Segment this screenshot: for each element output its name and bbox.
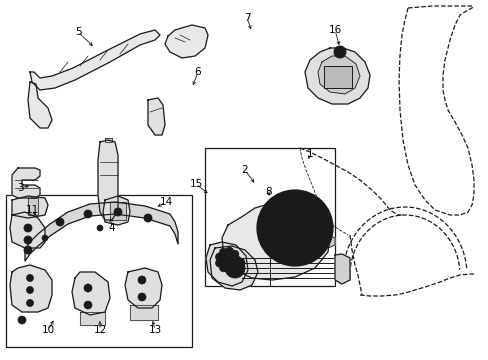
Circle shape	[281, 214, 308, 242]
Polygon shape	[30, 30, 160, 90]
Text: 11: 11	[25, 205, 39, 215]
Polygon shape	[12, 168, 40, 198]
Circle shape	[215, 259, 223, 267]
Circle shape	[230, 250, 239, 258]
Text: 4: 4	[108, 223, 115, 233]
Polygon shape	[222, 202, 329, 280]
Circle shape	[224, 258, 244, 278]
Circle shape	[138, 293, 146, 301]
Text: 12: 12	[93, 325, 106, 335]
Circle shape	[114, 208, 122, 216]
Circle shape	[138, 276, 146, 284]
Circle shape	[26, 274, 34, 282]
Circle shape	[225, 265, 233, 273]
Circle shape	[215, 253, 223, 261]
Text: 14: 14	[159, 197, 172, 207]
Text: 16: 16	[328, 25, 341, 35]
Text: 13: 13	[148, 325, 162, 335]
Circle shape	[24, 246, 32, 254]
Polygon shape	[334, 254, 349, 284]
Circle shape	[333, 46, 346, 58]
Circle shape	[26, 287, 34, 293]
Polygon shape	[80, 312, 105, 325]
Text: 2: 2	[241, 165, 248, 175]
Polygon shape	[319, 235, 334, 248]
Circle shape	[257, 190, 332, 266]
Polygon shape	[164, 25, 207, 58]
Polygon shape	[110, 202, 126, 220]
Polygon shape	[317, 56, 359, 94]
Circle shape	[24, 224, 32, 232]
Polygon shape	[28, 198, 38, 215]
Polygon shape	[103, 196, 130, 225]
Text: 10: 10	[41, 325, 55, 335]
Circle shape	[223, 255, 232, 265]
Text: 1: 1	[306, 149, 313, 159]
Bar	[204, 148, 334, 286]
Polygon shape	[10, 265, 52, 312]
Circle shape	[26, 300, 34, 306]
Text: 3: 3	[17, 183, 23, 193]
Polygon shape	[25, 202, 178, 261]
Circle shape	[219, 248, 227, 256]
Polygon shape	[205, 242, 247, 286]
Circle shape	[287, 221, 302, 235]
Circle shape	[230, 262, 239, 270]
Polygon shape	[148, 98, 164, 135]
Polygon shape	[209, 246, 258, 290]
Polygon shape	[12, 196, 48, 218]
Circle shape	[97, 225, 103, 231]
Polygon shape	[125, 268, 162, 308]
Polygon shape	[98, 140, 118, 220]
Circle shape	[84, 301, 92, 309]
Circle shape	[56, 218, 64, 226]
Polygon shape	[130, 305, 158, 320]
Circle shape	[219, 264, 227, 272]
Circle shape	[24, 236, 32, 244]
Circle shape	[302, 195, 311, 205]
Circle shape	[84, 210, 92, 218]
Text: 8: 8	[265, 187, 272, 197]
Bar	[324, 66, 351, 88]
Text: 15: 15	[189, 179, 202, 189]
Polygon shape	[10, 212, 45, 248]
Polygon shape	[105, 138, 112, 142]
Circle shape	[269, 203, 319, 253]
Circle shape	[42, 235, 48, 241]
Circle shape	[217, 253, 226, 263]
Text: 6: 6	[194, 67, 201, 77]
Circle shape	[225, 247, 233, 255]
Bar	[6, 195, 192, 347]
Text: 7: 7	[243, 13, 250, 23]
Polygon shape	[72, 272, 110, 315]
Polygon shape	[305, 48, 369, 104]
Circle shape	[232, 256, 241, 264]
Circle shape	[84, 284, 92, 292]
Text: 9: 9	[282, 243, 289, 253]
Circle shape	[235, 258, 244, 268]
Circle shape	[143, 214, 152, 222]
Text: 5: 5	[75, 27, 81, 37]
Circle shape	[229, 263, 240, 273]
Circle shape	[18, 316, 26, 324]
Polygon shape	[28, 82, 52, 128]
